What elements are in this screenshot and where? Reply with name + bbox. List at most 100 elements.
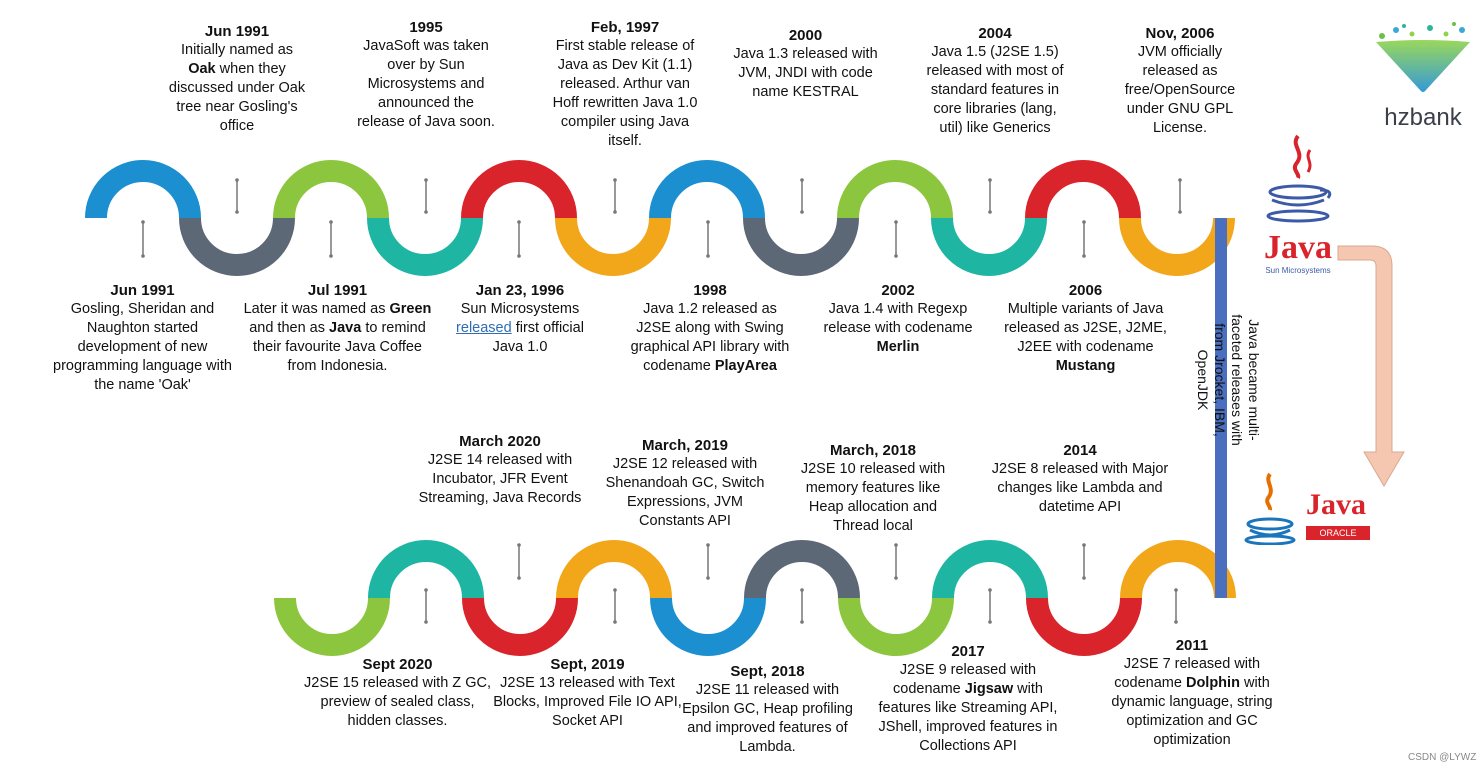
timeline-connector-dot xyxy=(706,543,710,547)
wave-segment-top xyxy=(555,217,671,276)
wave-segment-bottom xyxy=(838,597,954,656)
timeline-connector-dot xyxy=(517,576,521,580)
event-text: when they discussed under Oak tree near … xyxy=(168,61,306,134)
event-description: Multiple variants of Java released as J2… xyxy=(1004,301,1167,374)
timeline-event: Sept, 2018 J2SE 11 released with Epsilon … xyxy=(680,662,855,757)
timeline-event: 2017 J2SE 9 released with codename Jigsaw… xyxy=(868,642,1068,756)
event-description: Java 1.3 released with JVM, JNDI with co… xyxy=(733,46,877,100)
event-text: Java 1.2 released as J2SE along with Swi… xyxy=(630,301,790,374)
timeline-connector-dot xyxy=(141,220,145,224)
java-cup-icon xyxy=(1244,472,1296,545)
java-cup-icon xyxy=(1266,134,1332,223)
event-date: 2002 xyxy=(881,282,915,299)
event-codename: PlayArea xyxy=(714,358,777,374)
event-text: to remind their favourite Java Coffee fr… xyxy=(253,320,426,374)
wave-segment-top xyxy=(179,217,295,276)
event-date: 2014 xyxy=(1063,442,1097,459)
event-codename: Oak xyxy=(188,61,216,77)
hzbank-logo: hzbank xyxy=(1368,20,1478,131)
event-date: 1998 xyxy=(693,282,727,299)
timeline-connector-dot xyxy=(894,254,898,258)
event-description: First stable release of Java as Dev Kit … xyxy=(553,38,698,149)
wave-segment-top xyxy=(1119,217,1235,276)
timeline-event: Nov, 2006 JVM officially released as free… xyxy=(1110,24,1250,138)
wave-segment-top xyxy=(931,217,1047,276)
wave-segment-bottom xyxy=(744,540,860,599)
timeline-connector-dot xyxy=(1178,178,1182,182)
event-description: J2SE 14 released with Incubator, JFR Eve… xyxy=(419,452,582,506)
event-text: J2SE 8 released with Major changes like … xyxy=(991,461,1169,515)
event-codename: Dolphin xyxy=(1185,675,1240,691)
event-text: with features like Streaming API, JShell… xyxy=(878,681,1058,754)
event-description: J2SE 13 released with Text Blocks, Impro… xyxy=(493,675,682,729)
timeline-connector-dot xyxy=(988,178,992,182)
event-date: Jan 23, 1996 xyxy=(475,282,565,299)
timeline-event: 2006 Multiple variants of Java released a… xyxy=(1003,281,1168,376)
event-text: Multiple variants of Java released as J2… xyxy=(1004,301,1167,355)
timeline-event: Jul 1991 Later it was named as Green and … xyxy=(240,281,435,376)
event-codename: Jigsaw xyxy=(964,681,1014,697)
event-date: Sept, 2018 xyxy=(730,663,805,680)
wave-segment-top xyxy=(1025,160,1141,219)
timeline-connector-dot xyxy=(894,543,898,547)
timeline-connector-dot xyxy=(424,620,428,624)
event-date: Jun 1991 xyxy=(204,23,270,40)
timeline-connector-dot xyxy=(1082,543,1086,547)
wave-segment-bottom xyxy=(1120,540,1236,599)
event-codename: Green xyxy=(389,301,432,317)
wave-segment-top xyxy=(837,160,953,219)
event-text: J2SE 13 released with Text Blocks, Impro… xyxy=(493,675,682,729)
timeline-connector-dot xyxy=(1082,254,1086,258)
timeline-event: Jan 23, 1996 Sun Microsystems released fi… xyxy=(440,281,600,357)
event-description: Later it was named as Green and then as … xyxy=(244,301,432,374)
timeline-event: Jun 1991 Initially named as Oak when they… xyxy=(167,22,307,136)
timeline-connector-dot xyxy=(517,254,521,258)
timeline-connector-dot xyxy=(988,210,992,214)
event-description: Sun Microsystems released first official… xyxy=(456,301,584,355)
event-date: 2017 xyxy=(951,643,985,660)
sun-java-logo: Java Sun Microsystems xyxy=(1258,130,1338,280)
transition-arrow xyxy=(1337,245,1405,487)
timeline-event: Jun 1991 Gosling, Sheridan and Naughton s… xyxy=(45,281,240,395)
wave-segment-bottom xyxy=(274,597,390,656)
event-description: Java 1.2 released as J2SE along with Swi… xyxy=(631,301,790,374)
wave-segment-bottom xyxy=(1026,597,1142,656)
timeline-connector-dot xyxy=(1082,220,1086,224)
wave-segment-bottom xyxy=(462,597,578,656)
event-description: J2SE 7 released with codename Dolphin wi… xyxy=(1111,656,1272,748)
event-date: March, 2018 xyxy=(830,442,916,459)
timeline-connector-dot xyxy=(894,220,898,224)
event-text: J2SE 12 released with Shenandoah GC, Swi… xyxy=(605,456,765,529)
event-description: J2SE 15 released with Z GC, preview of s… xyxy=(304,675,491,729)
oracle-label: ORACLE xyxy=(1306,526,1370,540)
timeline-connector-dot xyxy=(706,254,710,258)
timeline-event: March, 2018 J2SE 10 released with memory … xyxy=(788,441,958,536)
event-text: Sun Microsystems xyxy=(460,301,580,317)
event-text: Gosling, Sheridan and Naughton started d… xyxy=(53,301,232,393)
event-text: J2SE 11 released with Epsilon GC, Heap p… xyxy=(682,682,853,755)
timeline-event: 2002 Java 1.4 with Regexp release with co… xyxy=(818,281,978,357)
oracle-java-wordmark: Java xyxy=(1306,488,1366,521)
event-date: Sept, 2019 xyxy=(550,656,625,673)
timeline-connector-dot xyxy=(613,210,617,214)
timeline-connector-dot xyxy=(329,220,333,224)
timeline-event: Feb, 1997 First stable release of Java as… xyxy=(545,18,705,151)
timeline-connector-dot xyxy=(517,543,521,547)
timeline-event: 2000 Java 1.3 released with JVM, JNDI wit… xyxy=(733,26,878,102)
wave-segment-top xyxy=(649,160,765,219)
timeline-event: Sept, 2019 J2SE 13 released with Text Blo… xyxy=(490,655,685,731)
wave-segment-top xyxy=(743,217,859,276)
timeline-event: March 2020 J2SE 14 released with Incubato… xyxy=(410,432,590,508)
event-date: Jul 1991 xyxy=(307,282,368,299)
watermark: CSDN @LYWZ xyxy=(1408,752,1477,763)
event-link[interactable]: released xyxy=(456,320,512,336)
event-description: Gosling, Sheridan and Naughton started d… xyxy=(53,301,232,393)
event-text: J2SE 9 released with codename xyxy=(893,662,1037,697)
wave-segment-bottom xyxy=(368,540,484,599)
event-text: J2SE 15 released with Z GC, preview of s… xyxy=(304,675,491,729)
event-text: J2SE 7 released with codename xyxy=(1114,656,1261,691)
timeline-connector-dot xyxy=(706,220,710,224)
sun-microsystems-label: Sun Microsystems xyxy=(1265,266,1331,275)
timeline-connector-dot xyxy=(1178,210,1182,214)
